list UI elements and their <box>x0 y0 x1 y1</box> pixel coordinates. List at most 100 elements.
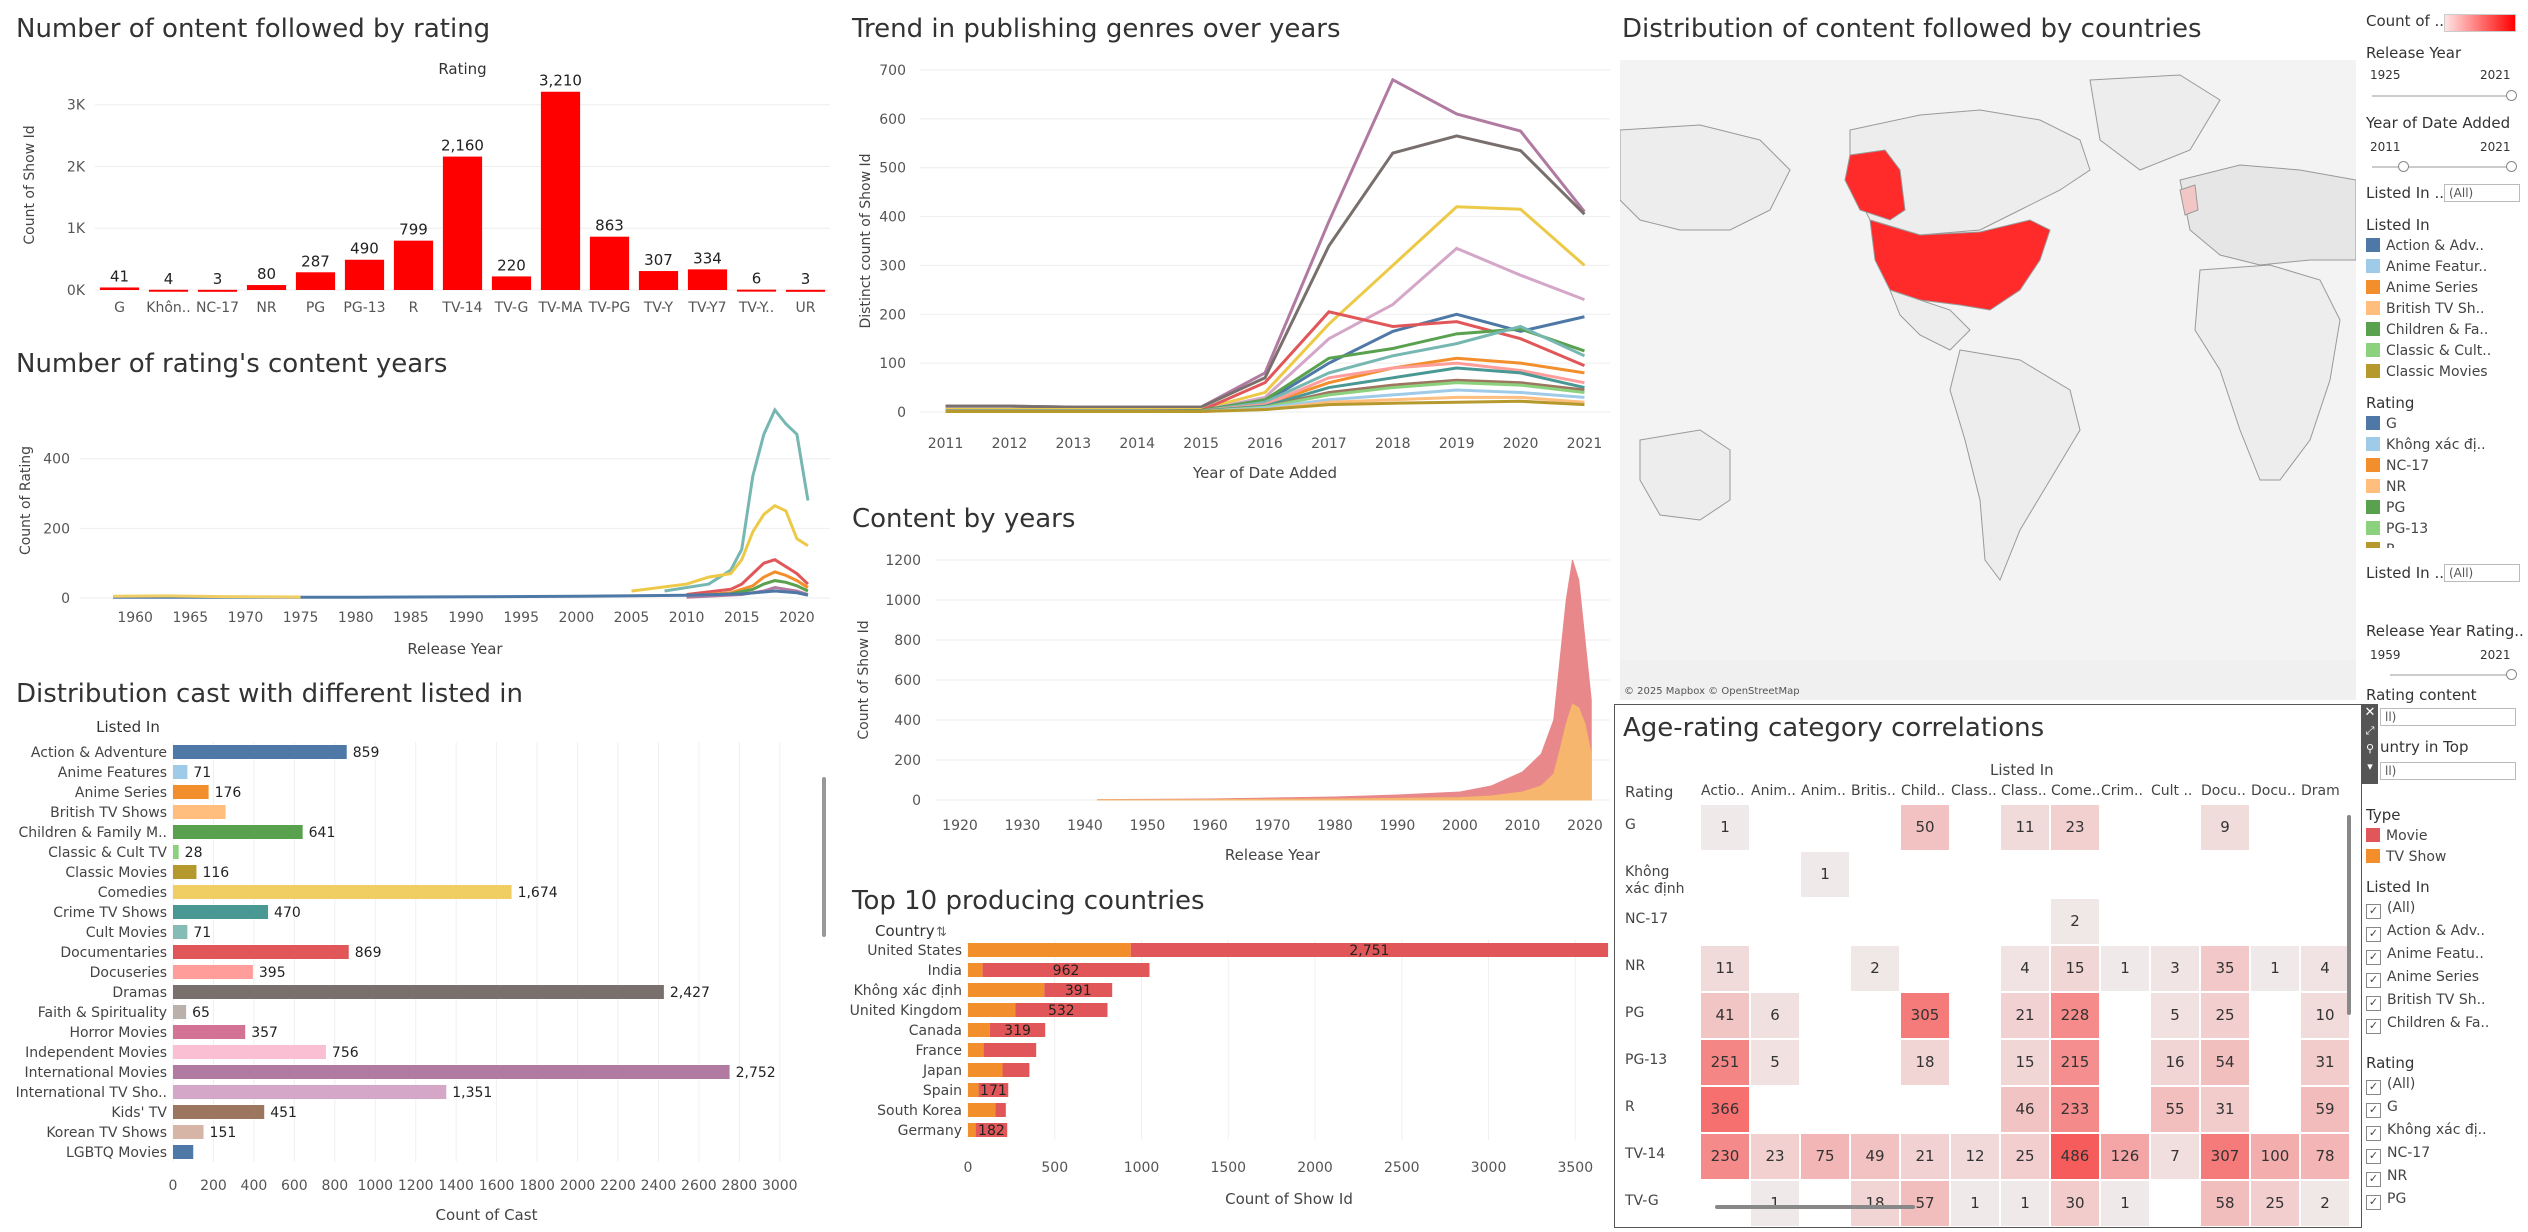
rating-check-item[interactable]: ✓ NC-17 <box>2366 1145 2487 1168</box>
listed-in-legend-item[interactable]: British TV Sh.. <box>2366 301 2491 322</box>
heatmap-cell[interactable] <box>1851 899 1899 944</box>
rating-legend-item[interactable]: NR <box>2366 479 2486 500</box>
heatmap-cell[interactable] <box>2001 852 2049 897</box>
heatmap-cell[interactable]: 11 <box>1701 946 1749 991</box>
map-alaska[interactable] <box>1844 149 1906 221</box>
rating-check-item[interactable]: ✓ Không xác đị.. <box>2366 1122 2487 1145</box>
heatmap-cell[interactable] <box>1851 852 1899 897</box>
heatmap-cell[interactable] <box>1901 852 1949 897</box>
heatmap-hscrollbar[interactable] <box>1715 1205 1915 1209</box>
heatmap-cell[interactable]: 23 <box>2051 805 2099 850</box>
map-greenland[interactable] <box>2089 74 2221 171</box>
heatmap-cell[interactable]: 49 <box>1851 1134 1899 1179</box>
checkbox[interactable]: ✓ <box>2366 1195 2381 1210</box>
heatmap-cell[interactable] <box>2101 1040 2149 1085</box>
rating-legend-item[interactable]: PG-13 <box>2366 521 2486 542</box>
heatmap-cell[interactable] <box>1851 805 1899 850</box>
heatmap-cell[interactable]: 25 <box>2001 1134 2049 1179</box>
heatmap-cell[interactable]: 1 <box>1701 805 1749 850</box>
heatmap-cell[interactable]: 5 <box>1751 1040 1799 1085</box>
heatmap-cell[interactable]: 41 <box>1701 993 1749 1038</box>
heatmap-cell[interactable]: 15 <box>2001 1040 2049 1085</box>
heatmap-cell[interactable]: 58 <box>2201 1181 2249 1226</box>
heatmap-cell[interactable] <box>2301 899 2349 944</box>
type-legend-item[interactable]: Movie <box>2366 828 2446 849</box>
heatmap-cell[interactable]: 215 <box>2051 1040 2099 1085</box>
heatmap-cell[interactable] <box>2051 852 2099 897</box>
heatmap-cell[interactable] <box>1801 1181 1849 1226</box>
checkbox[interactable]: ✓ <box>2366 1103 2381 1118</box>
heatmap-cell[interactable] <box>1901 946 1949 991</box>
heatmap-cell[interactable]: 10 <box>2301 993 2349 1038</box>
heatmap-cell[interactable]: 11 <box>2001 805 2049 850</box>
heatmap-cell[interactable] <box>1751 946 1799 991</box>
heatmap-cell[interactable]: 25 <box>2251 1181 2299 1226</box>
heatmap-cell[interactable] <box>1951 946 1999 991</box>
map-uk[interactable] <box>2179 184 2199 216</box>
type-legend-item[interactable]: TV Show <box>2366 849 2446 870</box>
heatmap-cell[interactable]: 55 <box>2151 1087 2199 1132</box>
heatmap-cell[interactable] <box>1701 1181 1749 1226</box>
more-icon[interactable]: ▾ <box>2367 760 2373 773</box>
listed-in-filter2-dropdown[interactable]: (All) <box>2444 564 2520 582</box>
release-year-knob-max[interactable] <box>2506 90 2517 101</box>
listed-in-check-item[interactable]: ✓ (All) <box>2366 900 2489 923</box>
listed-in-check-item[interactable]: ✓ Children & Fa.. <box>2366 1015 2489 1038</box>
heatmap-cell[interactable] <box>1801 899 1849 944</box>
heatmap-cell[interactable] <box>2101 852 2149 897</box>
heatmap-cell[interactable]: 1 <box>2001 1181 2049 1226</box>
heatmap-cell[interactable] <box>1951 805 1999 850</box>
rating-check-item[interactable]: ✓ NR <box>2366 1168 2487 1191</box>
heatmap-cell[interactable] <box>1951 1087 1999 1132</box>
heatmap-cell[interactable] <box>2151 1181 2199 1226</box>
rating-check-item[interactable]: ✓ PG <box>2366 1191 2487 1214</box>
heatmap-cell[interactable] <box>1951 899 1999 944</box>
heatmap-cell[interactable] <box>2001 899 2049 944</box>
heatmap-cell[interactable] <box>1851 993 1899 1038</box>
checkbox[interactable]: ✓ <box>2366 1149 2381 1164</box>
checkbox[interactable]: ✓ <box>2366 996 2381 1011</box>
heatmap-cell[interactable]: 126 <box>2101 1134 2149 1179</box>
listed-in-legend-item[interactable]: Anime Featur.. <box>2366 259 2491 280</box>
date-added-knob-max[interactable] <box>2506 161 2517 172</box>
heatmap-cell[interactable] <box>1901 1087 1949 1132</box>
heatmap-cell[interactable]: 57 <box>1901 1181 1949 1226</box>
date-added-slider[interactable] <box>2372 166 2512 168</box>
release-year-rating-slider[interactable] <box>2390 674 2512 676</box>
heatmap-cell[interactable] <box>2301 852 2349 897</box>
heatmap-cell[interactable] <box>1801 1087 1849 1132</box>
heatmap-cell[interactable]: 21 <box>2001 993 2049 1038</box>
country-top-dropdown[interactable]: ll) <box>2380 762 2516 780</box>
rating-legend-item[interactable]: PG <box>2366 500 2486 521</box>
heatmap-cell[interactable]: 46 <box>2001 1087 2049 1132</box>
heatmap-cell[interactable]: 100 <box>2251 1134 2299 1179</box>
heatmap-cell[interactable] <box>1801 946 1849 991</box>
release-year-rating-knob[interactable] <box>2506 669 2517 680</box>
heatmap-cell[interactable]: 4 <box>2001 946 2049 991</box>
heatmap-cell[interactable] <box>2201 852 2249 897</box>
heatmap-cell[interactable]: 7 <box>2151 1134 2199 1179</box>
heatmap-cell[interactable] <box>1701 899 1749 944</box>
heatmap-cell[interactable]: 2 <box>2301 1181 2349 1226</box>
heatmap-cell[interactable]: 1 <box>2251 946 2299 991</box>
listed-in-legend-item[interactable]: Classic & Cult.. <box>2366 343 2491 364</box>
heatmap-cell[interactable] <box>2101 1087 2149 1132</box>
heatmap-cell[interactable] <box>2251 1087 2299 1132</box>
checkbox[interactable]: ✓ <box>2366 1080 2381 1095</box>
listed-in-check-item[interactable]: ✓ Anime Featu.. <box>2366 946 2489 969</box>
heatmap-cell[interactable] <box>2151 852 2199 897</box>
heatmap-cell[interactable]: 1 <box>1951 1181 1999 1226</box>
heatmap-cell[interactable] <box>1901 899 1949 944</box>
heatmap-cell[interactable]: 18 <box>1851 1181 1899 1226</box>
heatmap-cell[interactable]: 3 <box>2151 946 2199 991</box>
checkbox[interactable]: ✓ <box>2366 950 2381 965</box>
heatmap-cell[interactable]: 54 <box>2201 1040 2249 1085</box>
heatmap-cell[interactable] <box>2251 852 2299 897</box>
heatmap-cell[interactable] <box>2251 899 2299 944</box>
heatmap-cell[interactable]: 1 <box>2101 946 2149 991</box>
checkbox[interactable]: ✓ <box>2366 1019 2381 1034</box>
listed-in-legend-item[interactable]: Anime Series <box>2366 280 2491 301</box>
close-icon[interactable]: ✕ <box>2364 705 2376 720</box>
heatmap-cell[interactable]: 486 <box>2051 1134 2099 1179</box>
listed-in-check-item[interactable]: ✓ British TV Sh.. <box>2366 992 2489 1015</box>
